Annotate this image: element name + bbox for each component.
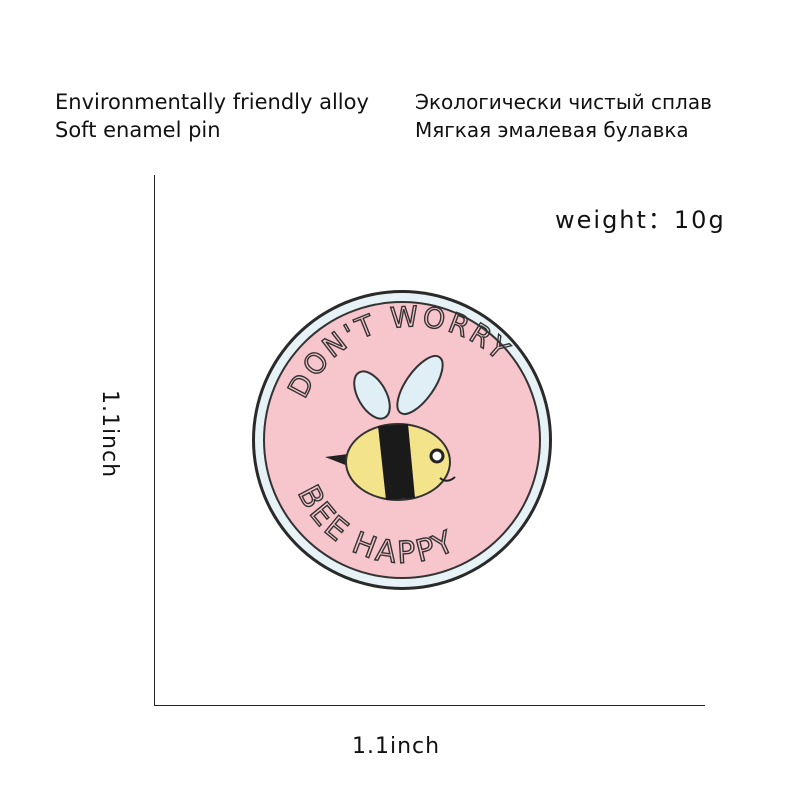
feature-ru-1: Экологически чистый сплав (415, 90, 712, 114)
width-axis-line (154, 705, 705, 706)
width-label: 1.1inch (352, 734, 441, 759)
bee-icon (325, 355, 456, 501)
feature-en-1: Environmentally friendly alloy (55, 90, 369, 114)
feature-ru-2: Мягкая эмалевая булавка (415, 118, 689, 142)
feature-en-2: Soft enamel pin (55, 118, 221, 142)
weight-label: weight：10g (555, 206, 726, 234)
height-axis-line (154, 175, 155, 706)
